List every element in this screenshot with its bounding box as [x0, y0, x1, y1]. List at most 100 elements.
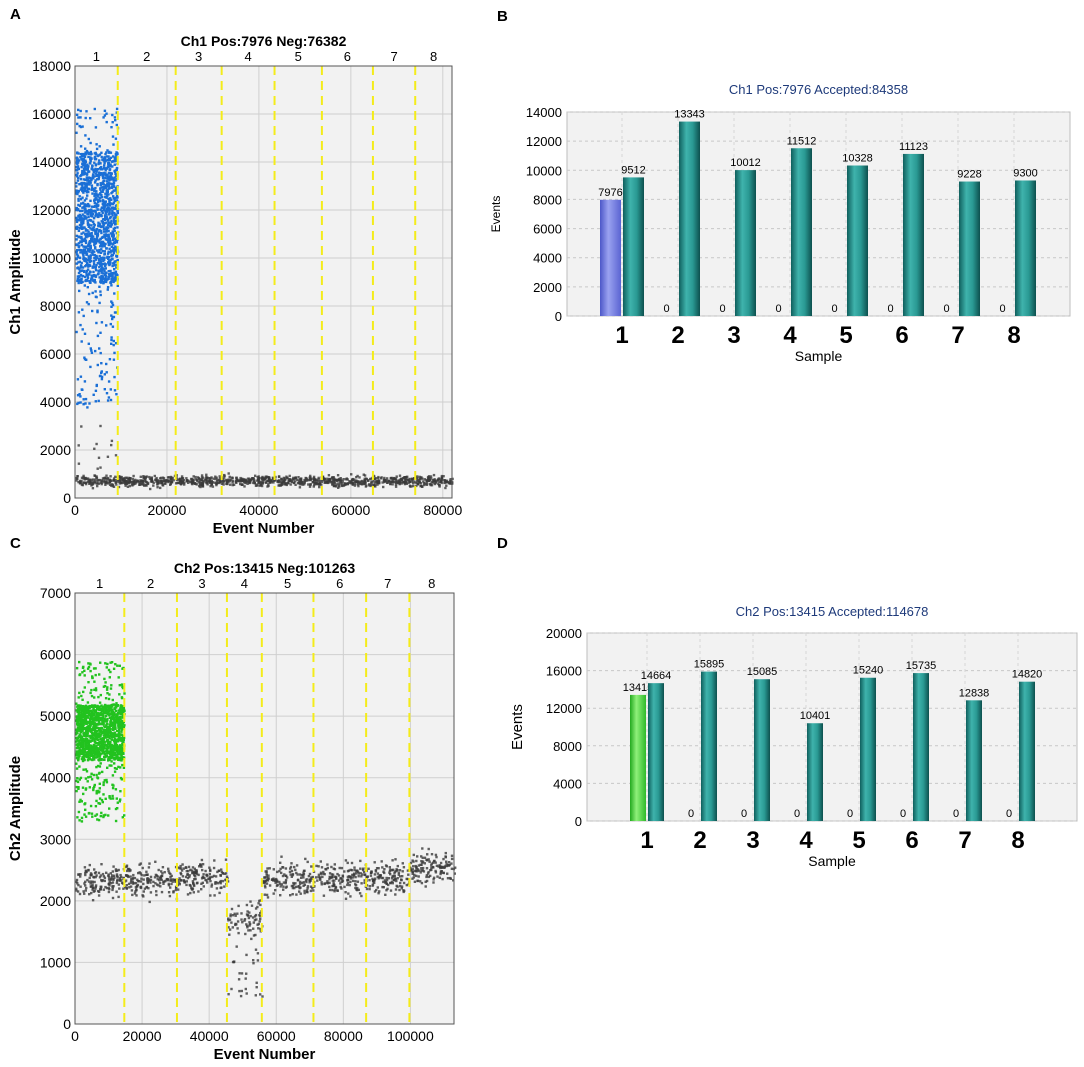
negative-droplet: [159, 885, 162, 888]
negative-droplet: [144, 477, 147, 481]
negative-droplet: [279, 861, 282, 864]
positive-droplet: [86, 232, 89, 236]
negative-droplet: [110, 439, 114, 443]
positive-droplet: [120, 696, 124, 700]
negative-droplet: [339, 882, 342, 885]
negative-droplet: [141, 483, 144, 486]
negative-droplet: [168, 871, 171, 875]
positive-droplet: [89, 730, 92, 733]
positive-droplet: [95, 384, 98, 388]
positive-droplet: [110, 338, 113, 342]
positive-droplet: [90, 232, 93, 235]
negative-droplet: [423, 862, 426, 865]
positive-droplet: [101, 750, 104, 753]
positive-droplet: [98, 790, 101, 793]
negative-droplet: [389, 881, 392, 885]
negative-droplet: [117, 485, 121, 489]
negative-droplet: [336, 478, 339, 482]
positive-droplet: [76, 777, 79, 780]
positive-droplet: [93, 155, 97, 159]
negative-droplet: [97, 456, 101, 459]
negative-droplet: [180, 879, 183, 882]
positive-droplet: [93, 680, 96, 683]
positive-droplet: [87, 211, 90, 214]
negative-droplet: [142, 890, 145, 893]
positive-droplet: [96, 249, 99, 252]
positive-droplet: [103, 779, 106, 782]
negative-droplet: [228, 483, 232, 486]
negative-droplet: [425, 874, 429, 877]
negative-droplet: [119, 873, 122, 877]
negative-droplet: [97, 894, 101, 897]
negative-droplet: [381, 876, 385, 880]
positive-droplet: [96, 708, 99, 711]
positive-droplet: [85, 263, 88, 267]
negative-droplet: [200, 474, 204, 477]
positive-droplet: [116, 209, 119, 212]
positive-droplet: [102, 200, 106, 203]
positive-droplet: [79, 266, 82, 269]
negative-droplet: [370, 480, 373, 483]
negative-droplet: [256, 952, 260, 955]
positive-droplet: [78, 765, 81, 768]
positive-droplet: [91, 748, 95, 751]
negative-droplet: [265, 870, 268, 873]
negative-droplet: [336, 889, 339, 892]
negative-droplet: [243, 918, 247, 921]
negative-droplet: [186, 873, 189, 876]
positive-droplet: [85, 216, 88, 220]
positive-droplet: [89, 736, 92, 740]
negative-droplet: [311, 886, 314, 890]
negative-droplet: [136, 878, 139, 881]
negative-droplet: [93, 868, 96, 871]
negative-bar-label: 13343: [674, 109, 705, 121]
positive-droplet: [99, 208, 102, 211]
negative-droplet: [445, 860, 448, 863]
negative-droplet: [244, 932, 247, 936]
positive-droplet: [82, 314, 85, 318]
negative-droplet: [254, 907, 258, 910]
y-tick-label: 4000: [533, 251, 562, 266]
positive-droplet: [118, 738, 122, 741]
negative-droplet: [122, 477, 126, 480]
negative-droplet: [297, 476, 300, 479]
negative-droplet: [416, 868, 420, 871]
negative-droplet: [300, 480, 303, 484]
negative-droplet: [125, 874, 128, 877]
positive-droplet: [76, 243, 79, 247]
positive-droplet: [93, 175, 96, 178]
category-label: 7: [951, 322, 964, 349]
positive-droplet: [104, 172, 107, 175]
positive-droplet: [96, 195, 99, 198]
positive-droplet: [81, 308, 84, 311]
positive-droplet: [107, 697, 111, 701]
positive-droplet: [100, 758, 103, 762]
positive-droplet: [111, 235, 115, 238]
negative-droplet: [191, 482, 194, 486]
negative-droplet: [282, 888, 285, 891]
negative-droplet: [107, 875, 111, 879]
negative-droplet: [91, 883, 94, 886]
positive-droplet: [105, 781, 109, 784]
positive-droplet: [90, 739, 93, 742]
positive-droplet: [101, 181, 105, 184]
positive-droplet: [88, 234, 91, 237]
negative-droplet: [245, 923, 248, 926]
negative-droplet: [152, 484, 155, 487]
positive-droplet: [83, 216, 86, 219]
positive-droplet: [115, 194, 119, 198]
positive-droplet: [89, 181, 92, 184]
positive-droplet: [97, 742, 100, 746]
negative-droplet: [138, 481, 141, 484]
negative-droplet: [232, 483, 236, 486]
positive-droplet: [88, 279, 91, 283]
positive-droplet: [81, 328, 84, 331]
negative-droplet: [346, 883, 349, 887]
positive-droplet: [99, 351, 102, 355]
negative-droplet: [235, 476, 238, 479]
positive-droplet: [112, 280, 115, 284]
negative-droplet: [223, 885, 226, 888]
negative-droplet: [227, 480, 230, 483]
negative-droplet: [181, 477, 185, 480]
negative-droplet: [79, 873, 82, 876]
